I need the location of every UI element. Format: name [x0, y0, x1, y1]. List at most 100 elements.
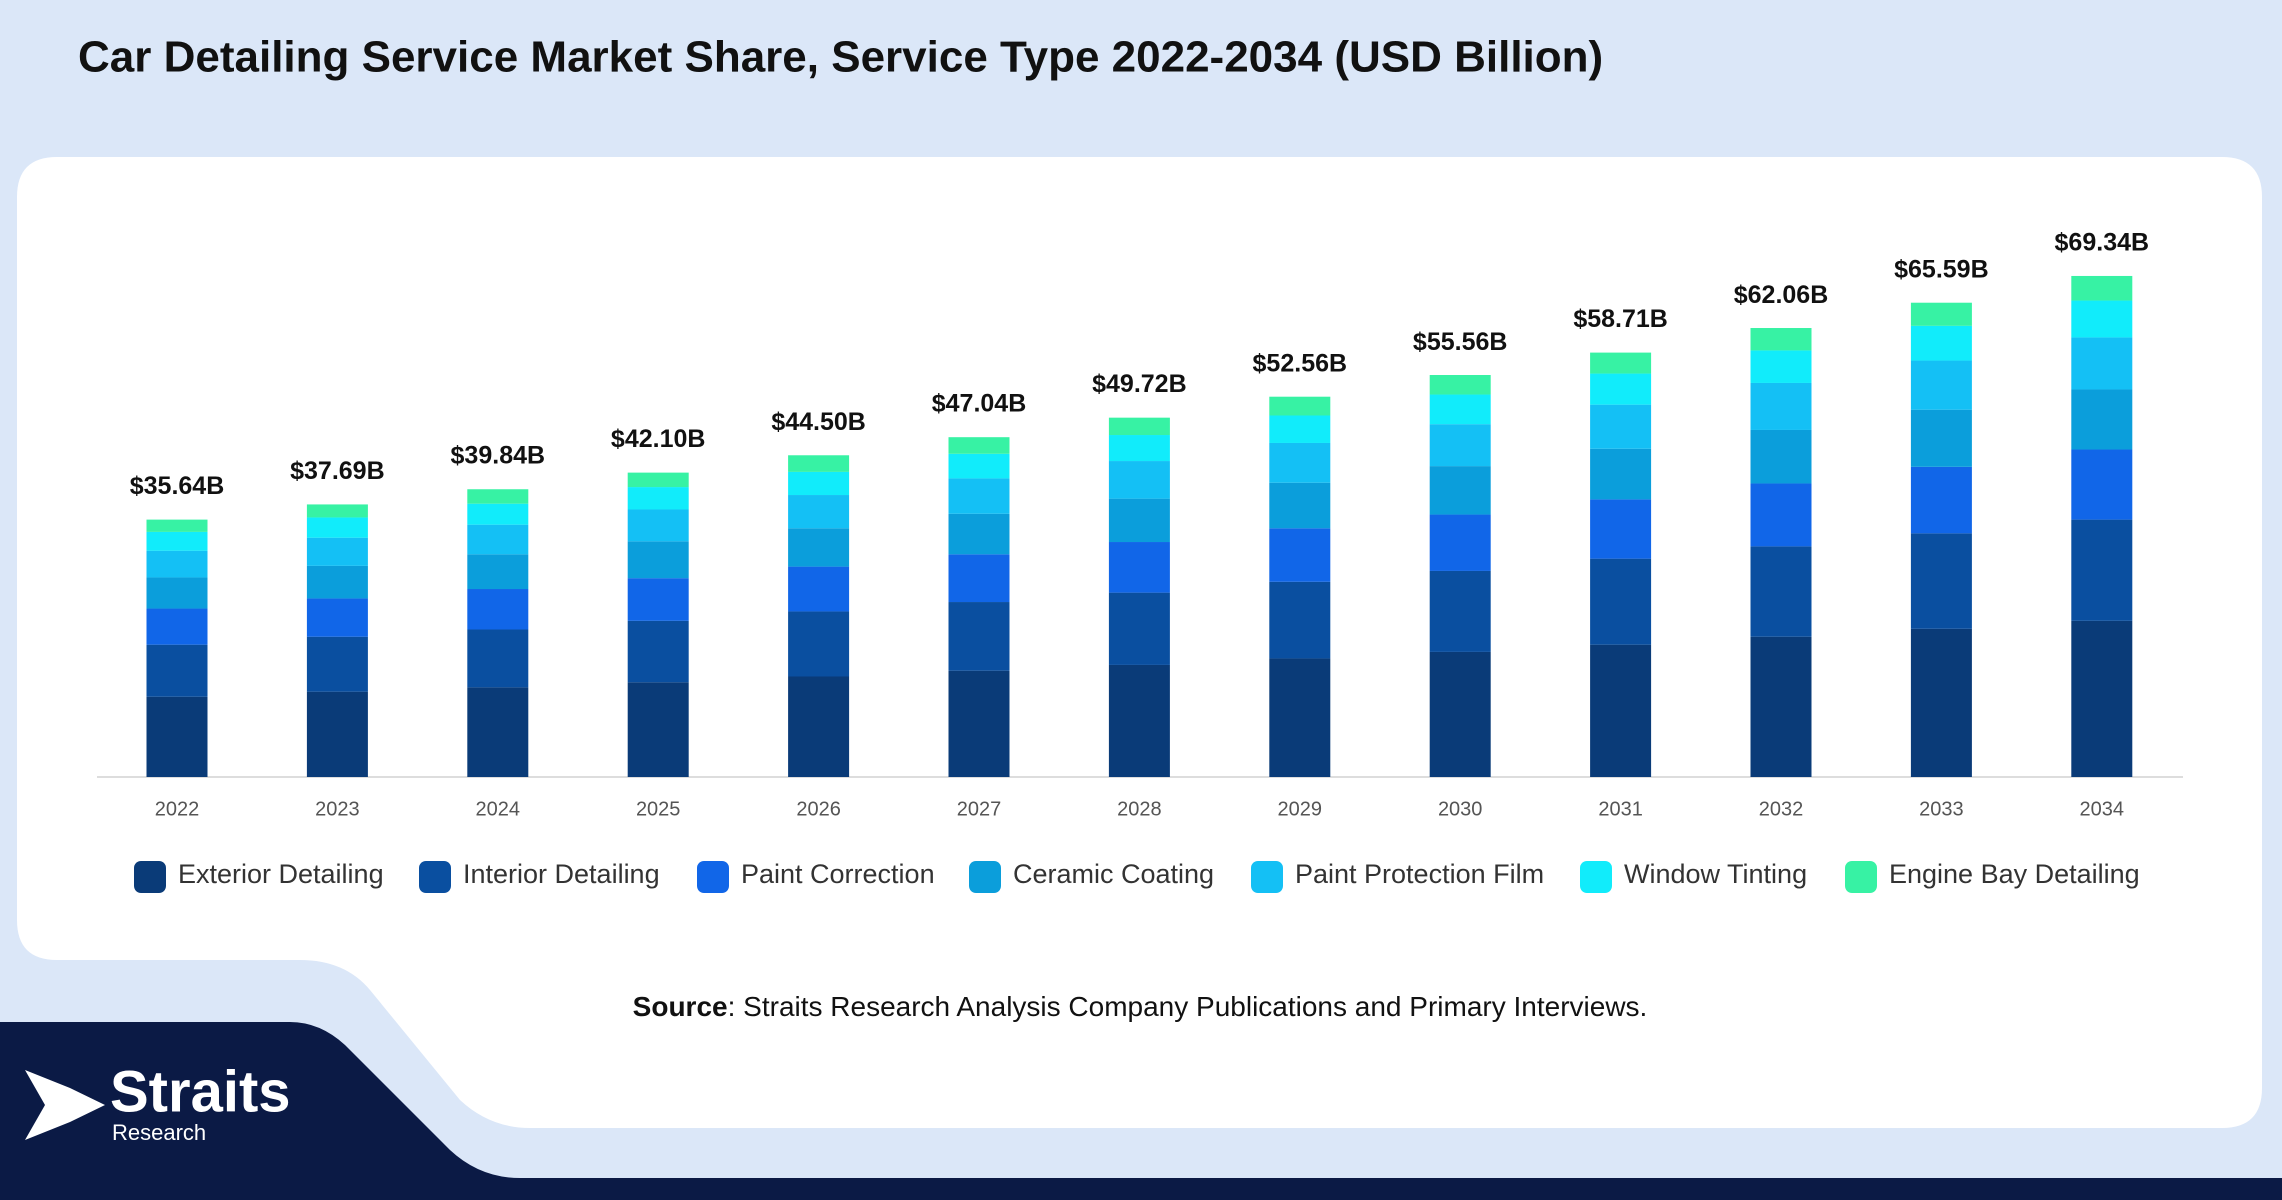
- bar-segment: [1269, 482, 1331, 529]
- x-tick-label: 2031: [1598, 798, 1643, 820]
- x-tick-label: 2024: [476, 798, 521, 820]
- bar-segment: [146, 577, 208, 609]
- bar-segment: [1108, 664, 1170, 777]
- bar-segment: [627, 509, 689, 542]
- total-label: $35.64B: [130, 472, 225, 500]
- bar-segment: [2071, 620, 2133, 777]
- bar-segment: [467, 687, 529, 777]
- bar-segment: [1910, 533, 1972, 629]
- bar-segment: [1590, 644, 1652, 777]
- bar-segment: [1429, 466, 1491, 515]
- bar-segment: [948, 437, 1010, 454]
- legend-swatch: [1251, 861, 1283, 893]
- bar-segment: [788, 611, 850, 677]
- bar-segment: [1590, 499, 1652, 559]
- x-tick-label: 2034: [2080, 798, 2125, 820]
- bar-segment: [146, 531, 208, 551]
- bar-segment: [1108, 461, 1170, 499]
- x-tick-label: 2032: [1759, 798, 1804, 820]
- bar-segment: [306, 517, 368, 538]
- bar-segment: [788, 471, 850, 496]
- bar-segment: [948, 453, 1010, 479]
- bar-segment: [306, 537, 368, 566]
- bar-segment: [1590, 404, 1652, 449]
- bar-segment: [1750, 483, 1812, 547]
- bar-segment: [1429, 424, 1491, 467]
- legend-swatch: [697, 861, 729, 893]
- legend-label: Paint Protection Film: [1295, 859, 1544, 889]
- bar-segment: [1269, 658, 1331, 777]
- bar-segment: [1269, 528, 1331, 582]
- x-tick-label: 2026: [796, 798, 841, 820]
- total-label: $58.71B: [1573, 305, 1668, 333]
- bar-segment: [1269, 581, 1331, 659]
- x-tick-label: 2033: [1919, 798, 1964, 820]
- legend-swatch: [969, 861, 1001, 893]
- logo-icon: [25, 1070, 105, 1140]
- bar-segment: [467, 524, 529, 555]
- total-label: $62.06B: [1734, 281, 1829, 309]
- bar-segment: [1750, 546, 1812, 637]
- bar-segment: [1750, 350, 1812, 383]
- total-label: $55.56B: [1413, 328, 1508, 356]
- bar-segment: [467, 629, 529, 688]
- total-label: $44.50B: [771, 408, 866, 436]
- bar-segment: [1590, 373, 1652, 405]
- total-label: $39.84B: [451, 442, 546, 470]
- total-label: $69.34B: [2055, 228, 2150, 256]
- bar-segment: [306, 636, 368, 692]
- bar-segment: [1590, 352, 1652, 374]
- bar-segment: [467, 503, 529, 525]
- bar-segment: [948, 554, 1010, 603]
- bar-segment: [146, 608, 208, 645]
- legend-label: Interior Detailing: [463, 859, 660, 889]
- bar-segment: [2071, 337, 2133, 390]
- bar-segment: [1750, 429, 1812, 484]
- bar-segment: [306, 691, 368, 777]
- bar-segment: [1910, 302, 1972, 326]
- legend-label: Window Tinting: [1624, 859, 1807, 889]
- legend-label: Paint Correction: [741, 859, 935, 889]
- total-label: $49.72B: [1092, 370, 1187, 398]
- bar-segment: [1750, 328, 1812, 351]
- bar-segment: [1910, 466, 1972, 534]
- x-tick-label: 2027: [957, 798, 1002, 820]
- bar-segment: [788, 528, 850, 567]
- legend-swatch: [1845, 861, 1877, 893]
- source-text: : Straits Research Analysis Company Publ…: [728, 991, 1648, 1022]
- bar-segment: [1108, 498, 1170, 543]
- total-label: $65.59B: [1894, 255, 1989, 283]
- bar-segment: [1108, 435, 1170, 462]
- bar-segment: [1269, 415, 1331, 443]
- bar-segment: [627, 472, 689, 488]
- bar-segment: [467, 589, 529, 630]
- bar-segment: [627, 487, 689, 510]
- source-label: Source: [633, 991, 728, 1022]
- bar-segment: [1910, 628, 1972, 777]
- legend-label: Exterior Detailing: [178, 859, 384, 889]
- bar-segment: [1429, 514, 1491, 571]
- bar-segment: [2071, 300, 2133, 338]
- bar-segment: [2071, 389, 2133, 450]
- bar-segment: [627, 682, 689, 777]
- x-tick-label: 2029: [1278, 798, 1323, 820]
- bar-segment: [146, 550, 208, 578]
- bar-segment: [146, 519, 208, 532]
- legend-swatch: [134, 861, 166, 893]
- total-label: $47.04B: [932, 390, 1027, 418]
- bar-segment: [948, 602, 1010, 671]
- bar-segment: [1429, 394, 1491, 425]
- logo-sub: Research: [112, 1120, 206, 1145]
- bar-segment: [1750, 636, 1812, 777]
- bar-segment: [948, 478, 1010, 514]
- bar-segment: [788, 455, 850, 472]
- bar-segment: [788, 495, 850, 529]
- bar-segment: [1108, 592, 1170, 665]
- bar-segment: [1910, 409, 1972, 467]
- bar-segment: [2071, 519, 2133, 621]
- bar-segment: [306, 504, 368, 518]
- bar-segment: [627, 620, 689, 683]
- bar-segment: [1269, 396, 1331, 416]
- bar-segment: [627, 578, 689, 621]
